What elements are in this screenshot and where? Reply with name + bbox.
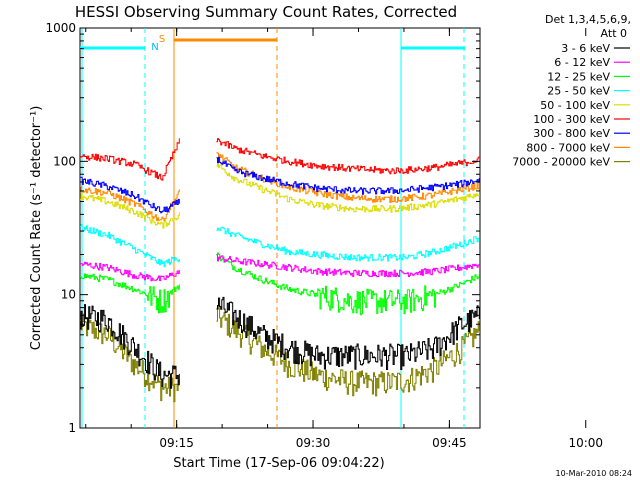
legend-label-7: 800 - 7000 keV <box>526 141 610 154</box>
series-line-2-0 <box>80 273 180 314</box>
series-line-6-1 <box>216 156 480 195</box>
legend-header-line-1: Det 1,3,4,5,6,9, <box>545 13 631 26</box>
timestamp: 10-Mar-2010 08:24 <box>556 469 633 478</box>
series-line-7-0 <box>80 185 180 221</box>
x-tick-label-1: 09:30 <box>296 436 331 450</box>
legend-label-2: 12 - 25 keV <box>547 70 610 83</box>
series-layer <box>80 138 480 403</box>
legend-label-4: 50 - 100 keV <box>540 99 610 112</box>
observing-indicators: NS <box>80 28 465 428</box>
legend-label-1: 6 - 12 keV <box>554 56 610 69</box>
chart-title: HESSI Observing Summary Count Rates, Cor… <box>75 3 457 21</box>
series-line-4-1 <box>216 163 480 213</box>
legend-label-3: 25 - 50 keV <box>547 85 610 98</box>
series-line-3-1 <box>216 227 480 262</box>
x-tick-label-3: 10:00 <box>568 436 603 450</box>
y-axis-label: Corrected Count Rate (s⁻¹ detector⁻¹) <box>29 106 44 351</box>
legend-label-8: 7000 - 20000 keV <box>512 156 610 169</box>
legend-label-5: 100 - 300 keV <box>533 113 610 126</box>
series-line-0-1 <box>216 296 480 370</box>
x-axis-label: Start Time (17-Sep-06 09:04:22) <box>173 456 384 471</box>
plot-frame <box>79 27 481 429</box>
legend-label-0: 3 - 6 keV <box>561 42 610 55</box>
series-line-0-0 <box>80 304 180 389</box>
legend-header-line-2: Att 0 <box>601 27 627 40</box>
series-line-5-0 <box>80 138 180 181</box>
x-tick-label-0: 09:15 <box>159 436 194 450</box>
series-line-7-1 <box>216 152 480 203</box>
series-line-4-0 <box>80 193 180 229</box>
y-tick-label-0: 1 <box>68 421 76 435</box>
series-line-1-0 <box>80 261 180 282</box>
series-line-6-0 <box>80 176 180 214</box>
y-tick-label-1: 10 <box>61 288 76 302</box>
annotation-s: S <box>159 34 165 45</box>
y-tick-label-3: 1000 <box>45 21 76 35</box>
legend-label-6: 300 - 800 keV <box>533 127 610 140</box>
series-line-1-1 <box>216 254 480 278</box>
series-line-3-0 <box>80 224 180 268</box>
series-line-2-1 <box>216 252 480 316</box>
annotation-n: N <box>151 42 158 53</box>
series-line-5-1 <box>216 138 480 175</box>
series-line-8-1 <box>216 305 480 397</box>
series-line-8-0 <box>80 313 180 403</box>
y-tick-label-2: 100 <box>53 154 76 168</box>
x-tick-label-2: 09:45 <box>432 436 467 450</box>
